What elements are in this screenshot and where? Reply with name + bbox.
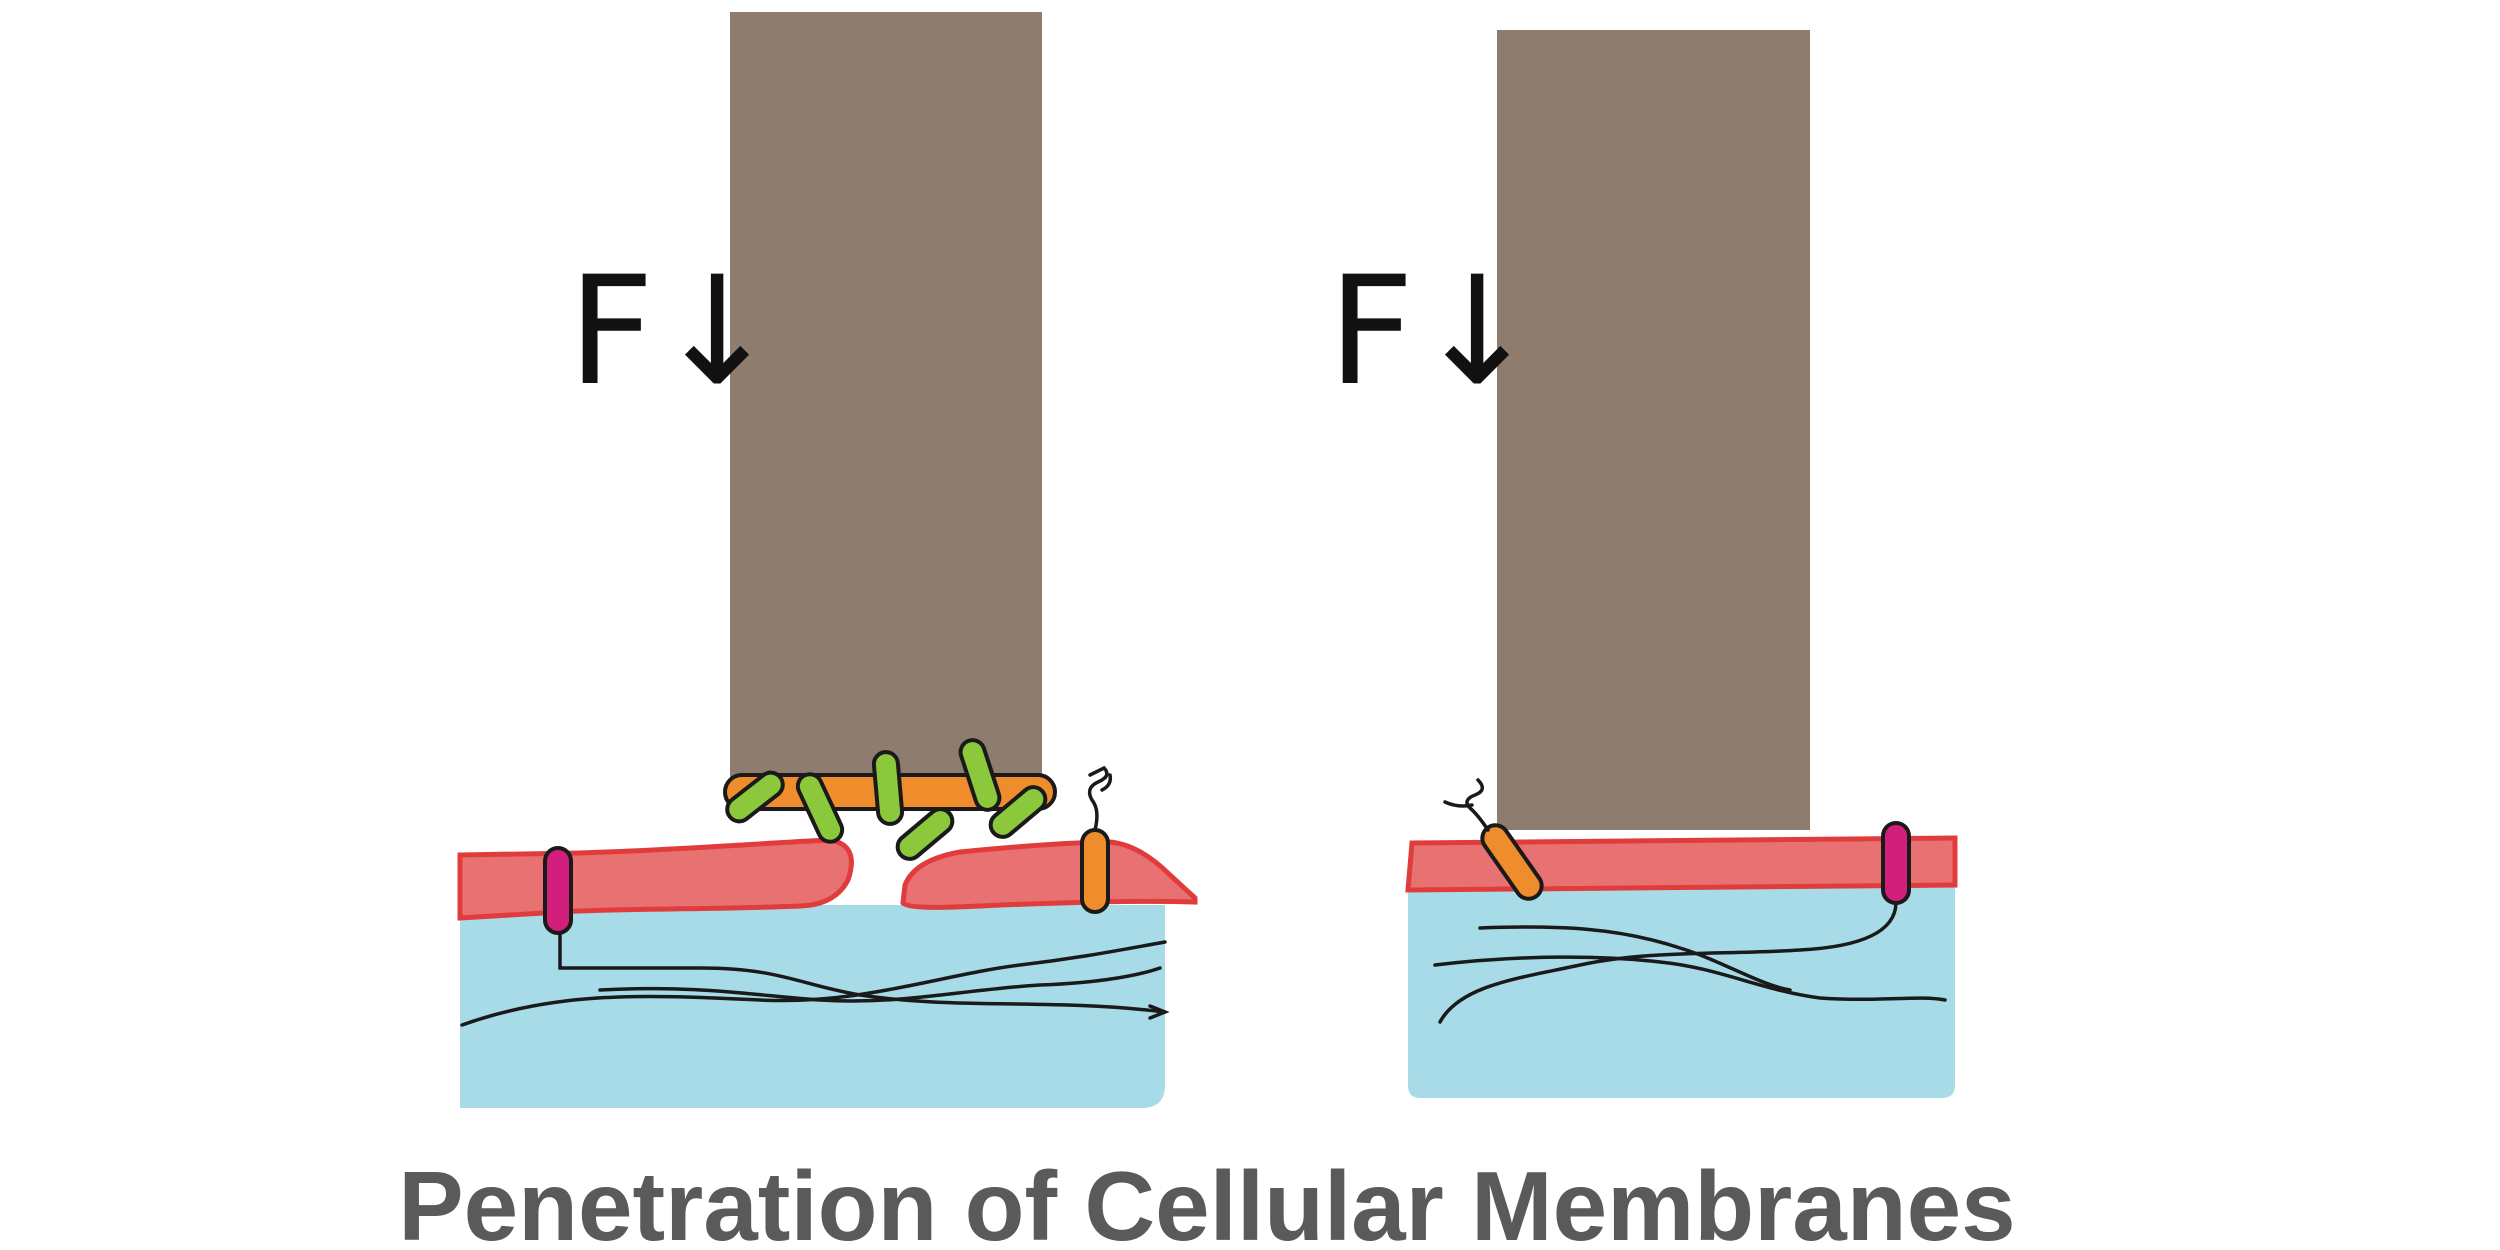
green-bacterium bbox=[958, 738, 1002, 812]
right-cytoplasm bbox=[1408, 885, 1955, 1098]
left-filaments bbox=[460, 933, 1170, 1027]
green-bacterium bbox=[988, 785, 1048, 839]
right-force-label: F↓ bbox=[1328, 245, 1540, 419]
right-pillar bbox=[1497, 30, 1810, 830]
left-force-label: F↓ bbox=[568, 245, 780, 419]
orange-bacterium-body bbox=[1080, 828, 1110, 914]
caption: Penetration of Cellular Membranes bbox=[398, 1151, 2015, 1250]
left-panel bbox=[457, 12, 1198, 1108]
left-membrane-segment-left bbox=[457, 837, 854, 921]
left-green-bacteria bbox=[725, 738, 1048, 861]
green-bacterium bbox=[795, 772, 845, 844]
green-bacterium bbox=[895, 807, 955, 861]
flagellum bbox=[1443, 778, 1490, 832]
left-flagellated-bacterium bbox=[1080, 765, 1113, 914]
left-cytoplasm bbox=[460, 905, 1165, 1108]
right-panel bbox=[1405, 30, 1958, 1098]
right-transmembrane-protein bbox=[1881, 821, 1911, 905]
right-flagellated-bacterium bbox=[1443, 778, 1544, 901]
flagellum bbox=[1087, 765, 1113, 832]
left-membrane-segment-right bbox=[900, 839, 1198, 910]
green-bacterium bbox=[871, 750, 905, 826]
left-transmembrane-protein bbox=[543, 846, 573, 935]
right-membrane bbox=[1405, 835, 1958, 893]
right-filaments bbox=[1433, 901, 1947, 1024]
left-pillar bbox=[730, 12, 1042, 794]
green-bacterium bbox=[725, 770, 785, 824]
